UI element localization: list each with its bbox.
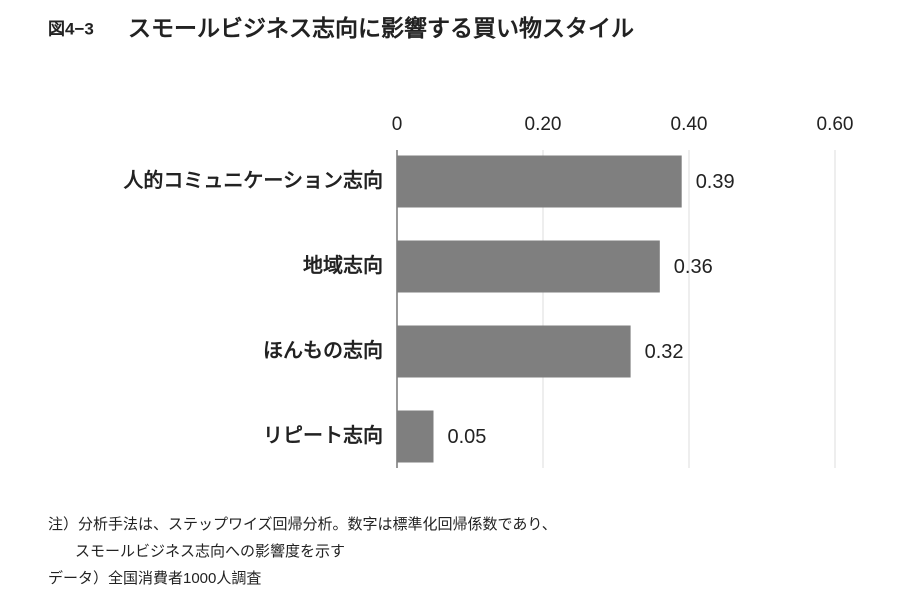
- bar: [397, 410, 434, 463]
- x-tick-label: 0.60: [817, 114, 854, 135]
- value-label: 0.36: [674, 256, 713, 278]
- note: 注）分析手法は、ステップワイズ回帰分析。数字は標準化回帰係数であり、: [48, 515, 557, 533]
- y-tick-label: ほんもの志向: [263, 338, 383, 362]
- y-tick-label: 人的コミュニケーション志向: [123, 168, 383, 192]
- figure-label: 図4−3: [48, 19, 94, 38]
- y-tick-label: 地域志向: [303, 253, 383, 277]
- value-label: 0.32: [645, 341, 684, 363]
- y-tick-label: リピート志向: [263, 423, 383, 447]
- value-label: 0.05: [448, 426, 487, 448]
- x-tick-label: 0.20: [525, 114, 562, 135]
- x-tick-label: 0.40: [671, 114, 708, 135]
- x-tick-label: 0: [392, 114, 403, 135]
- chart-title: スモールビジネス志向に影響する買い物スタイル: [128, 15, 634, 41]
- bar: [397, 240, 660, 293]
- note: スモールビジネス志向への影響度を示す: [75, 542, 345, 560]
- bar: [397, 325, 631, 378]
- bar: [397, 155, 682, 208]
- note: データ）全国消費者1000人調査: [48, 569, 261, 587]
- value-label: 0.39: [696, 171, 735, 193]
